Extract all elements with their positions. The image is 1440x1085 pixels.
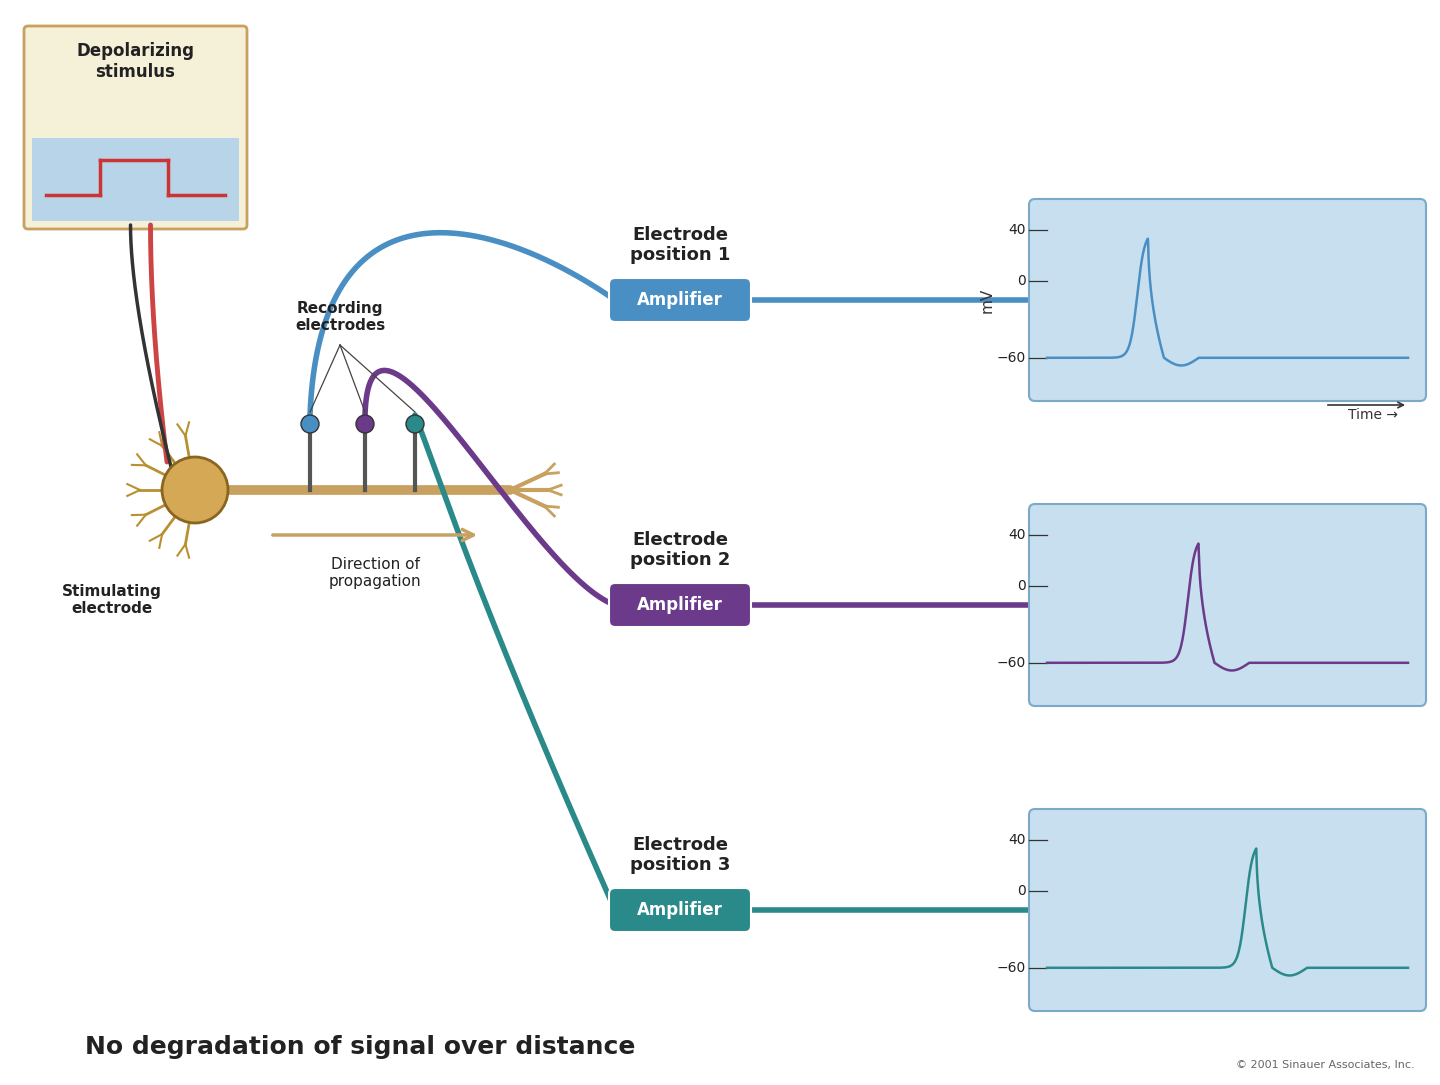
Text: Amplifier: Amplifier [636, 901, 723, 919]
Text: mV: mV [979, 288, 995, 312]
Text: 40: 40 [1008, 527, 1025, 541]
Text: Time →: Time → [1348, 408, 1398, 422]
Text: −60: −60 [996, 961, 1025, 974]
Text: 0: 0 [1017, 275, 1025, 288]
FancyBboxPatch shape [609, 583, 752, 627]
FancyBboxPatch shape [1030, 505, 1426, 706]
FancyBboxPatch shape [1030, 199, 1426, 401]
Circle shape [301, 414, 320, 433]
Text: 40: 40 [1008, 833, 1025, 846]
FancyBboxPatch shape [24, 26, 248, 229]
Text: Amplifier: Amplifier [636, 596, 723, 614]
Text: 0: 0 [1017, 884, 1025, 898]
Bar [32, 138, 239, 221]
Text: −60: −60 [996, 350, 1025, 365]
FancyBboxPatch shape [1030, 809, 1426, 1011]
Text: Electrode
position 1: Electrode position 1 [629, 226, 730, 265]
Text: Stimulating
electrode: Stimulating electrode [62, 584, 161, 616]
Text: −60: −60 [996, 655, 1025, 669]
Circle shape [356, 414, 374, 433]
Text: 0: 0 [1017, 579, 1025, 593]
Text: Amplifier: Amplifier [636, 291, 723, 309]
Text: Recording
electrodes: Recording electrodes [295, 301, 384, 333]
Text: No degradation of signal over distance: No degradation of signal over distance [85, 1035, 635, 1059]
Text: Electrode
position 3: Electrode position 3 [629, 835, 730, 875]
FancyBboxPatch shape [609, 278, 752, 322]
Text: 40: 40 [1008, 222, 1025, 237]
Circle shape [161, 457, 228, 523]
Text: © 2001 Sinauer Associates, Inc.: © 2001 Sinauer Associates, Inc. [1237, 1060, 1416, 1070]
Circle shape [406, 414, 423, 433]
FancyBboxPatch shape [609, 888, 752, 932]
Text: Electrode
position 2: Electrode position 2 [629, 531, 730, 570]
Text: Depolarizing
stimulus: Depolarizing stimulus [76, 42, 194, 80]
Text: Direction of
propagation: Direction of propagation [328, 557, 422, 589]
